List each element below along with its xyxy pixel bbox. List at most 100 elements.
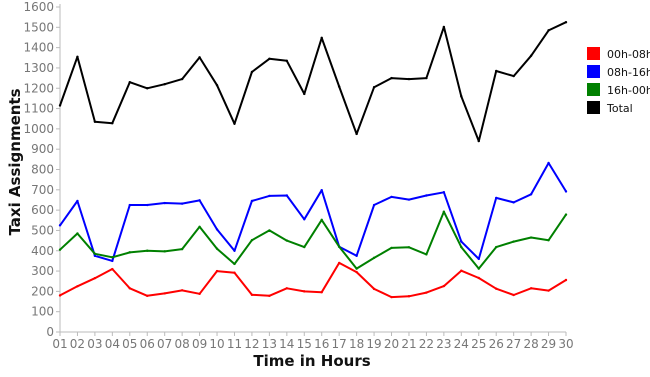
data-point-08h-16h xyxy=(215,228,219,231)
x-tick-label: 14 xyxy=(279,337,294,351)
data-point-00h-08h xyxy=(564,278,568,282)
data-point-00h-08h xyxy=(58,294,62,297)
data-point-16h-00h xyxy=(425,253,428,256)
data-point-08h-16h xyxy=(564,190,568,193)
x-tick-label: 26 xyxy=(489,337,504,351)
y-tick-label: 1000 xyxy=(23,122,54,136)
data-point-total xyxy=(285,59,289,63)
x-tick-label: 17 xyxy=(332,337,347,351)
data-point-08h-16h xyxy=(460,240,463,243)
data-point-total xyxy=(477,139,480,143)
legend-swatch xyxy=(587,47,600,60)
data-point-08h-16h xyxy=(285,194,289,197)
data-point-16h-00h xyxy=(303,245,306,249)
data-point-08h-16h xyxy=(303,218,306,221)
data-point-00h-08h xyxy=(529,287,533,290)
legend-swatch xyxy=(587,65,600,78)
y-tick-label: 500 xyxy=(31,223,54,237)
data-point-total xyxy=(529,54,533,57)
data-point-total xyxy=(146,87,149,90)
legend-label: 08h-16h xyxy=(607,66,650,79)
data-point-00h-08h xyxy=(407,295,411,298)
y-tick-label: 1400 xyxy=(23,41,54,55)
data-point-00h-08h xyxy=(442,284,446,288)
y-tick-label: 300 xyxy=(31,264,54,278)
data-point-16h-00h xyxy=(320,218,323,222)
data-point-08h-16h xyxy=(425,194,428,197)
data-point-total xyxy=(180,77,184,81)
x-tick-label: 08 xyxy=(174,337,189,351)
x-tick-label: 15 xyxy=(297,337,312,351)
data-point-total xyxy=(111,121,114,125)
x-tick-label: 20 xyxy=(384,337,399,351)
data-point-total xyxy=(93,120,97,123)
data-point-08h-16h xyxy=(320,189,323,192)
x-tick-label: 19 xyxy=(366,337,381,351)
data-point-total xyxy=(215,84,219,87)
data-point-00h-08h xyxy=(93,276,97,280)
data-point-16h-00h xyxy=(407,246,411,249)
data-point-16h-00h xyxy=(355,267,358,270)
data-point-total xyxy=(163,82,166,86)
data-point-16h-00h xyxy=(233,262,236,266)
y-tick-label: 1200 xyxy=(23,81,54,95)
data-point-total xyxy=(425,76,428,80)
data-point-00h-08h xyxy=(146,294,149,298)
data-point-total xyxy=(564,21,568,24)
data-point-16h-00h xyxy=(337,245,341,248)
data-point-total xyxy=(460,95,463,98)
data-point-00h-08h xyxy=(460,269,463,272)
legend-label: 00h-08h xyxy=(607,48,650,61)
data-point-16h-00h xyxy=(390,246,393,250)
data-point-08h-16h xyxy=(407,198,411,201)
data-point-16h-00h xyxy=(442,210,446,213)
data-point-00h-08h xyxy=(355,270,358,274)
series-line-total xyxy=(59,21,567,143)
data-point-total xyxy=(442,25,446,29)
data-point-08h-16h xyxy=(146,203,149,207)
series-line-00h-08h xyxy=(59,261,567,299)
y-tick-label: 400 xyxy=(31,244,54,258)
x-tick-label: 22 xyxy=(419,337,434,351)
y-tick-label: 600 xyxy=(31,203,54,217)
y-tick-label: 900 xyxy=(31,142,54,156)
data-point-00h-08h xyxy=(320,290,323,294)
data-point-total xyxy=(512,74,515,78)
axes-layer: 0 100 200 300 400 500 600 700 800 900 1000 1100 1200… xyxy=(23,0,573,351)
data-point-00h-08h xyxy=(285,287,289,290)
data-point-00h-08h xyxy=(390,295,393,299)
data-point-total xyxy=(128,80,131,84)
data-point-08h-16h xyxy=(163,201,166,205)
x-tick-label: 25 xyxy=(471,337,486,351)
data-point-16h-00h xyxy=(512,240,515,243)
data-point-08h-16h xyxy=(111,259,114,263)
data-point-00h-08h xyxy=(233,271,236,274)
x-tick-label: 04 xyxy=(105,337,120,351)
x-tick-label: 27 xyxy=(506,337,521,351)
data-point-total xyxy=(250,70,254,74)
data-point-00h-08h xyxy=(180,289,184,292)
data-point-00h-08h xyxy=(512,293,515,297)
x-tick-label: 06 xyxy=(140,337,155,351)
data-point-16h-00h xyxy=(163,250,166,253)
data-point-16h-00h xyxy=(460,245,463,249)
x-tick-label: 01 xyxy=(52,337,67,351)
data-point-08h-16h xyxy=(233,249,236,252)
x-tick-label: 13 xyxy=(262,337,277,351)
data-point-16h-00h xyxy=(477,267,480,270)
data-point-total xyxy=(337,85,341,88)
data-point-00h-08h xyxy=(547,289,550,292)
y-tick-label: 1100 xyxy=(23,102,54,116)
data-point-total xyxy=(268,57,271,60)
x-tick-label: 24 xyxy=(454,337,469,351)
legend-swatch xyxy=(587,101,600,114)
x-tick-label: 18 xyxy=(349,337,364,351)
data-point-16h-00h xyxy=(198,225,201,228)
legend: 00h-08h 08h-16h 16h-00h Total xyxy=(587,47,650,115)
data-point-total xyxy=(233,122,236,125)
x-tick-label: 09 xyxy=(192,337,207,351)
data-point-08h-16h xyxy=(180,202,184,205)
data-point-08h-16h xyxy=(372,203,376,207)
